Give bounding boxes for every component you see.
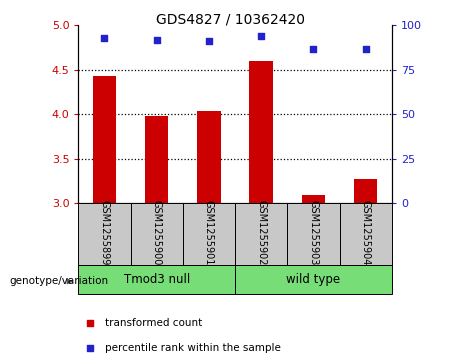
Text: percentile rank within the sample: percentile rank within the sample xyxy=(105,343,281,353)
Text: GDS4827 / 10362420: GDS4827 / 10362420 xyxy=(156,13,305,27)
Point xyxy=(153,37,160,42)
Bar xyxy=(130,203,183,265)
Point xyxy=(86,345,94,351)
Bar xyxy=(197,111,221,203)
Text: GSM1255903: GSM1255903 xyxy=(308,200,319,266)
Point xyxy=(205,38,213,44)
Point xyxy=(258,33,265,39)
Text: GSM1255899: GSM1255899 xyxy=(100,200,110,266)
Bar xyxy=(287,203,340,265)
Text: GSM1255902: GSM1255902 xyxy=(256,200,266,266)
Text: Tmod3 null: Tmod3 null xyxy=(124,273,190,286)
Bar xyxy=(93,76,116,203)
Text: wild type: wild type xyxy=(286,273,341,286)
Text: genotype/variation: genotype/variation xyxy=(9,276,108,286)
Text: GSM1255904: GSM1255904 xyxy=(361,200,371,266)
Bar xyxy=(235,265,392,294)
Point xyxy=(86,320,94,326)
Bar xyxy=(78,203,130,265)
Bar xyxy=(301,195,325,203)
Point xyxy=(101,35,108,41)
Bar xyxy=(354,179,378,203)
Point xyxy=(362,46,369,52)
Text: GSM1255901: GSM1255901 xyxy=(204,200,214,266)
Text: transformed count: transformed count xyxy=(105,318,202,328)
Bar xyxy=(183,203,235,265)
Text: GSM1255900: GSM1255900 xyxy=(152,200,162,266)
Bar xyxy=(340,203,392,265)
Bar xyxy=(235,203,287,265)
Bar xyxy=(249,61,273,203)
Bar xyxy=(78,265,235,294)
Bar xyxy=(145,116,169,203)
Point xyxy=(310,46,317,52)
